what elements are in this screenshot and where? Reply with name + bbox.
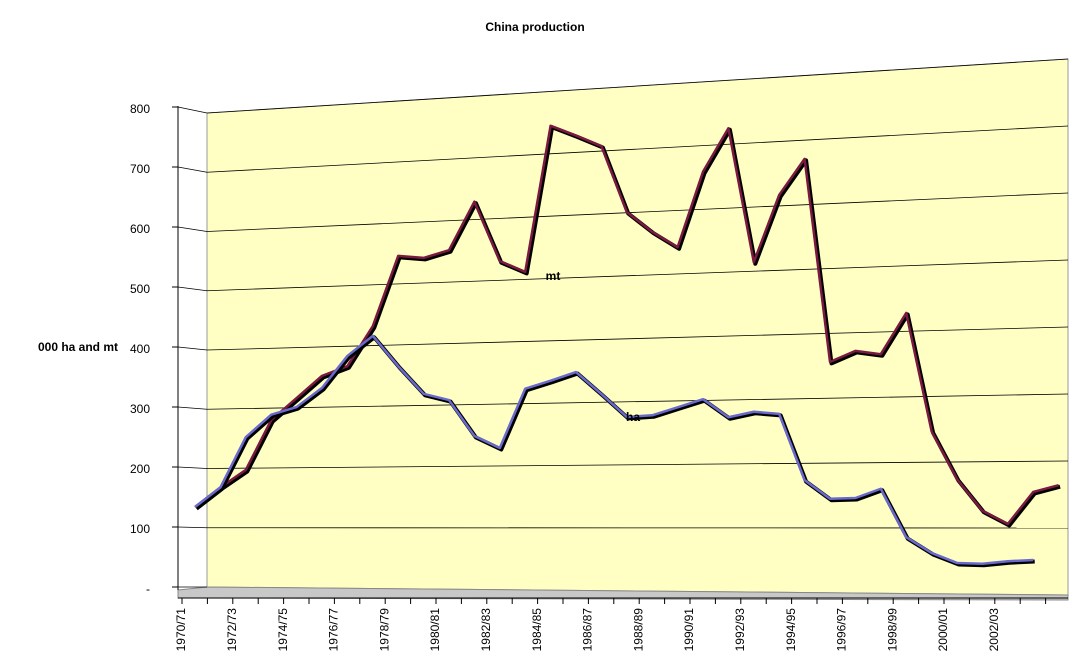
line-series [194,334,1034,565]
series-label: ha [626,410,640,424]
x-tick-label: 1990/91 [682,608,696,652]
grid-line [206,259,1069,292]
y-tick-label: 300 [130,402,150,416]
grid-connector [177,166,208,173]
x-tick-label: 1984/85 [530,608,544,652]
x-tick-label: 2000/01 [936,608,950,652]
y-tick-label: 800 [130,102,150,116]
grid-line [206,125,1069,173]
y-axis-label: 000 ha and mt [38,340,118,354]
x-tick-label: 1994/95 [784,608,798,652]
x-tick-label: 1992/93 [733,608,747,652]
grid-connector [177,406,208,410]
y-tick-label: 700 [130,162,150,176]
x-tick-label: 1976/77 [327,608,341,652]
grid-connector [177,106,208,114]
x-tick-label: 1980/81 [428,608,442,652]
x-tick-label: 1972/73 [225,608,239,652]
grid-connector [177,286,208,292]
y-tick-label: 100 [130,522,150,536]
x-tick-label: 2002/03 [987,608,1001,652]
x-tick-label: 1970/71 [174,608,188,652]
x-tick-label: 1986/87 [581,608,595,652]
x-tick-label: 1974/75 [276,608,290,652]
x-tick-label: 1978/79 [377,608,391,652]
x-tick-label: 1982/83 [479,608,493,652]
chart-title: China production [485,20,584,34]
x-tick-label: 1988/89 [631,608,645,652]
y-tick-label: 600 [130,222,150,236]
grid-line [206,192,1069,232]
y-tick-label: 400 [130,342,150,356]
y-tick-label: 500 [130,282,150,296]
y-tick-label: - [146,582,150,596]
grid-line [206,460,1069,469]
grid-connector [177,526,208,529]
grid-connector [177,226,208,232]
y-tick-label: 200 [130,462,150,476]
back-wall [206,58,1069,596]
x-tick-label: 1996/97 [835,608,849,652]
series-label: mt [546,269,561,283]
grid-connector [177,466,208,469]
grid-connector [177,346,208,351]
x-tick-label: 1998/99 [885,608,899,652]
grid-line [206,58,1069,114]
grid-line [206,326,1069,351]
